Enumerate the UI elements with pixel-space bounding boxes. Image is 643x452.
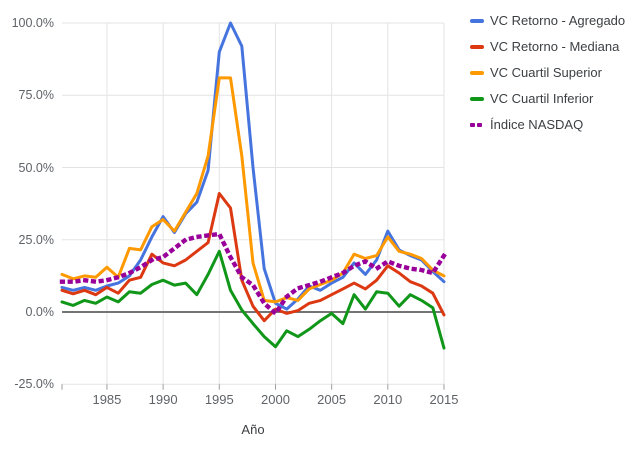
legend-label: VC Retorno - Agregado (490, 13, 626, 28)
legend-bar (470, 19, 484, 23)
legend-label: Índice NASDAQ (490, 116, 584, 132)
x-axis-title: Año (241, 422, 265, 437)
legend-dot (477, 122, 482, 127)
legend-item-vc-retorno-mediana: VC Retorno - Mediana (470, 39, 638, 56)
legend-bar (470, 96, 484, 101)
series-line-vc-retorno-mediana (60, 192, 446, 323)
legend-label: VC Retorno - Mediana (490, 38, 620, 54)
series-line-ndice-nasdaq (59, 231, 448, 317)
legend-swatch-line-icon (470, 19, 490, 23)
y-axis-label: 25.0% (18, 232, 54, 247)
x-axis-label: 2015 (429, 392, 459, 408)
legend-dot (470, 122, 475, 127)
legend-bar (470, 44, 484, 49)
legend-item-vc-cuartil-inferior: VC Cuartil Inferior (470, 91, 638, 108)
legend-item-vc-cuartil-superior: VC Cuartil Superior (470, 65, 638, 82)
legend-item-vc-retorno-agregado: VC Retorno - Agregado (470, 13, 638, 30)
x-axis-label: 2000 (261, 392, 290, 408)
legend-label: VC Cuartil Inferior (490, 90, 594, 106)
y-axis-label: 0.0% (25, 305, 55, 319)
x-axis-label: 1995 (204, 392, 234, 408)
x-axis-label: 1985 (92, 392, 122, 408)
legend-item-ndice-nasdaq: Índice NASDAQ (470, 117, 638, 134)
legend-bar (470, 70, 484, 75)
series-line-vc-cuartil-superior (60, 76, 446, 304)
y-axis-label: 100.0% (11, 16, 54, 30)
legend-label: VC Cuartil Superior (490, 64, 602, 80)
x-axis-label: 2005 (317, 392, 347, 408)
legend-swatch-line-icon (470, 44, 490, 49)
y-axis-label: -25.0% (14, 377, 54, 392)
legend: VC Retorno - Agregado VC Retorno - Median… (470, 13, 638, 133)
x-axis-label: 2010 (373, 392, 403, 408)
y-axis-label: 75.0% (18, 88, 54, 103)
series-line-vc-cuartil-inferior (60, 249, 446, 350)
y-axis-label: 50.0% (18, 160, 54, 175)
legend-swatch-dotted-icon (470, 122, 490, 127)
legend-swatch-line-icon (470, 70, 490, 75)
legend-swatch-line-icon (470, 96, 490, 101)
x-axis-label: 1990 (148, 392, 178, 408)
